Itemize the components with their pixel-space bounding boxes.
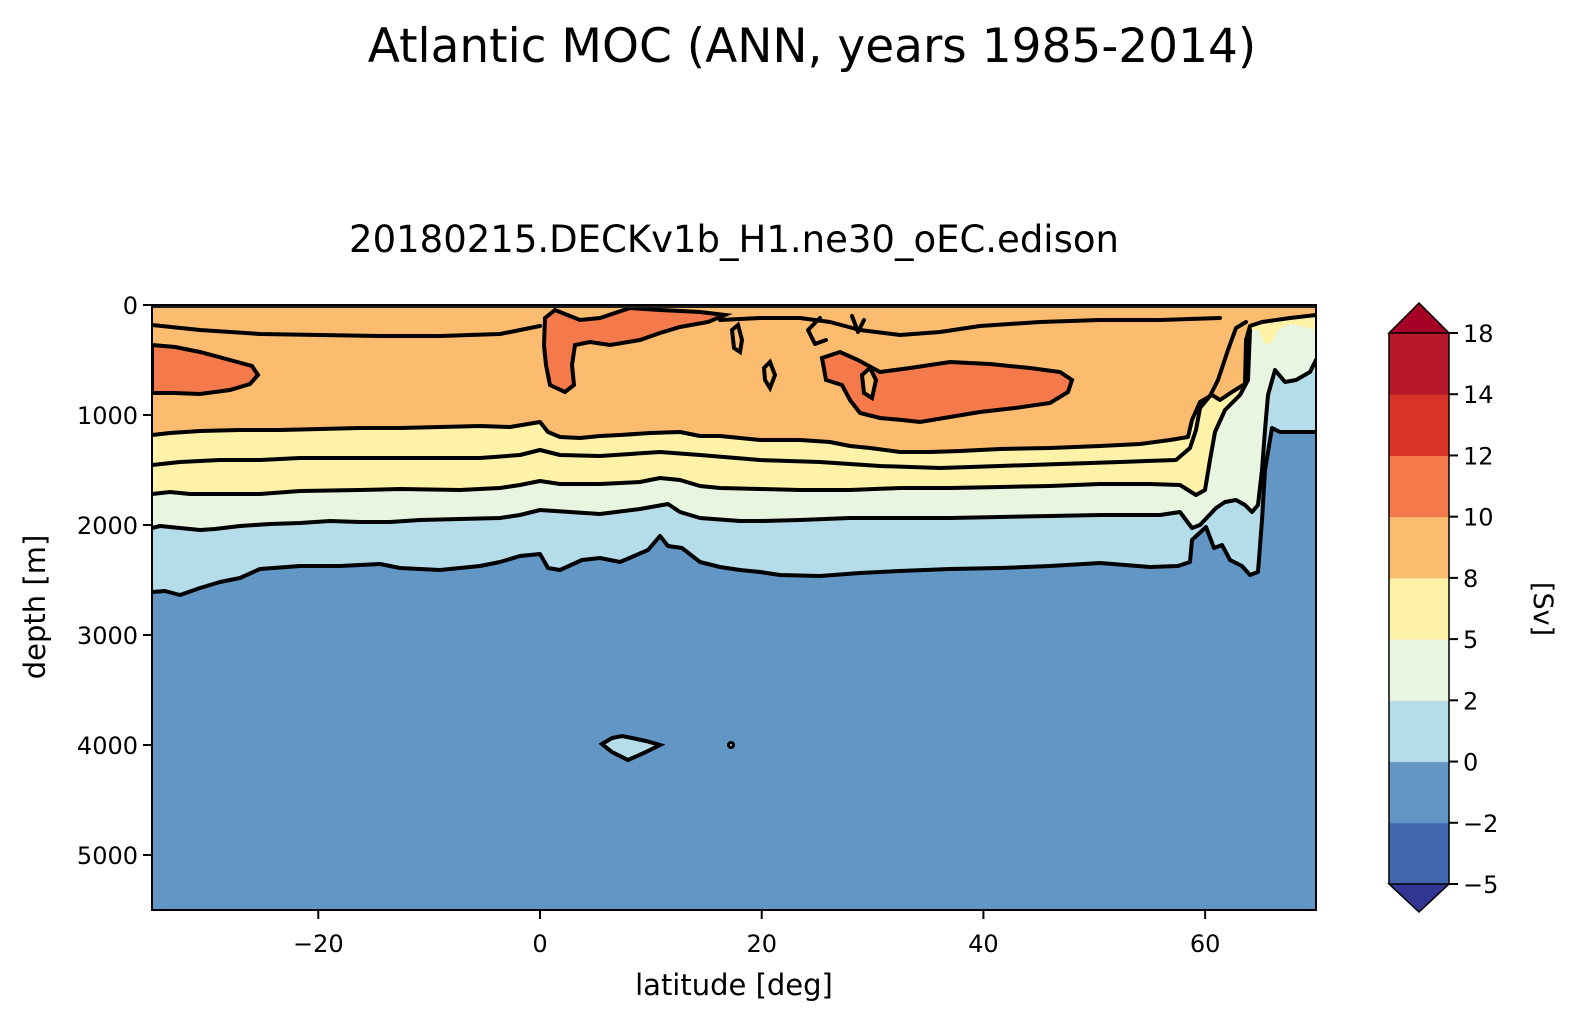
colorbar-segment bbox=[1389, 333, 1449, 395]
fill-level-10-12-equator bbox=[541, 305, 733, 395]
colorbar-under-arrow bbox=[1387, 883, 1451, 914]
x-tick-label: 20 bbox=[746, 930, 777, 958]
colorbar-tick-label: 2 bbox=[1463, 687, 1478, 715]
colorbar-tick-label: 14 bbox=[1463, 381, 1494, 409]
colorbar-tick-label: 0 bbox=[1463, 749, 1478, 777]
colorbar-segment bbox=[1389, 516, 1449, 579]
contour-line-upper-d bbox=[850, 314, 866, 334]
contour-line-8 bbox=[152, 313, 1316, 454]
x-axis-label: latitude [deg] bbox=[635, 968, 833, 1002]
contour-lines bbox=[152, 313, 1316, 597]
colorbar-segment bbox=[1389, 394, 1449, 456]
colorbar-tick-label: −5 bbox=[1463, 871, 1498, 899]
plot-frame bbox=[151, 304, 1317, 911]
y-tick-label: 2000 bbox=[77, 512, 138, 540]
colorbar-segment bbox=[1389, 639, 1449, 701]
x-tick-label: −20 bbox=[293, 930, 344, 958]
colorbar-tick-label: 12 bbox=[1463, 442, 1494, 470]
y-tick-label: 3000 bbox=[77, 622, 138, 650]
x-tick-label: 40 bbox=[968, 930, 999, 958]
contour-blob-lat20 bbox=[761, 358, 778, 393]
colorbar-over-arrow bbox=[1387, 301, 1451, 334]
axes-title: 20180215.DECKv1b_H1.ne30_oEC.edison bbox=[349, 218, 1119, 261]
colorbar-tick-label: −2 bbox=[1463, 810, 1498, 838]
y-axis-label: depth [m] bbox=[18, 535, 52, 680]
colorbar-tick-label: 8 bbox=[1463, 565, 1478, 593]
colorbar-segment bbox=[1389, 700, 1449, 763]
colorbar: −5 −2 0 2 5 8 10 12 14 18 bbox=[1387, 301, 1498, 914]
colorbar-segment bbox=[1389, 822, 1449, 885]
contour-line-upper-c bbox=[806, 316, 828, 346]
contour-line-0 bbox=[152, 426, 1316, 597]
contour-dot-4000m bbox=[727, 741, 735, 749]
colorbar-segment bbox=[1389, 455, 1449, 518]
x-tick-label: 60 bbox=[1190, 930, 1221, 958]
fill-level-10-12-north bbox=[819, 349, 1075, 425]
y-axis: 0 1000 2000 3000 4000 5000 bbox=[77, 292, 152, 870]
y-tick-label: 1000 bbox=[77, 402, 138, 430]
contour-line-4 bbox=[152, 328, 1252, 497]
y-tick-label: 5000 bbox=[77, 842, 138, 870]
x-axis: −20 0 20 40 60 bbox=[293, 910, 1220, 958]
contour-blob-lat30 bbox=[859, 364, 879, 402]
contour-line-upper-b bbox=[718, 316, 1222, 337]
x-tick-label: 0 bbox=[532, 930, 547, 958]
contour-line-upper-a bbox=[152, 323, 542, 338]
colorbar-tick-label: 10 bbox=[1463, 504, 1494, 532]
fill-level-10-12-south bbox=[152, 342, 261, 397]
colorbar-segment bbox=[1389, 761, 1449, 824]
colorbar-tick-label: 5 bbox=[1463, 626, 1478, 654]
figure-suptitle: Atlantic MOC (ANN, years 1985-2014) bbox=[368, 19, 1256, 74]
contour-line-6 bbox=[152, 320, 1248, 470]
contour-blob-4000m bbox=[598, 733, 666, 763]
contour-field bbox=[152, 305, 1316, 910]
colorbar-outline bbox=[1388, 333, 1450, 884]
colorbar-segment bbox=[1389, 577, 1449, 640]
contour-blob-lat17 bbox=[729, 321, 745, 356]
y-tick-label: 4000 bbox=[77, 732, 138, 760]
surface-strip bbox=[152, 305, 1316, 308]
fill-level-8-10 bbox=[152, 305, 1316, 452]
colorbar-tick-label: 18 bbox=[1463, 320, 1494, 348]
colorbar-label: [Sv] bbox=[1527, 582, 1558, 636]
contour-line-2 bbox=[152, 358, 1316, 532]
y-tick-label: 0 bbox=[123, 292, 138, 320]
